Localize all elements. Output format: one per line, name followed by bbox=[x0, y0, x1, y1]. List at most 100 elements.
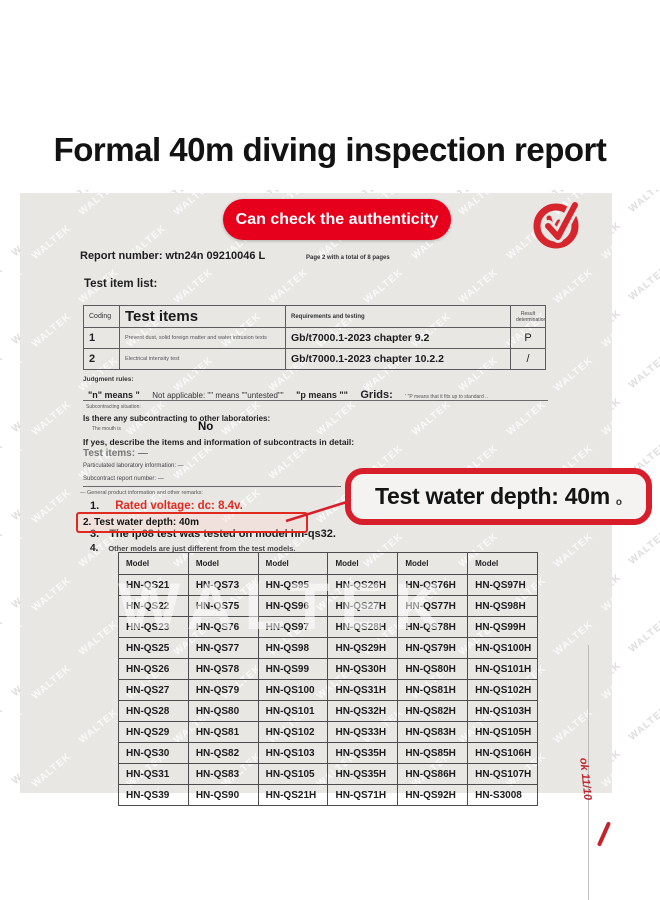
water-depth-callout: Test water depth: 40m o bbox=[345, 468, 652, 525]
watermark-text: WALTEK bbox=[0, 190, 6, 215]
note-water-depth-highlight: 2. Test water depth: 40m bbox=[76, 512, 308, 533]
model-cell: HN-QS92H bbox=[397, 784, 469, 806]
column-header: Test items bbox=[119, 305, 286, 328]
model-cell: HN-QS95 bbox=[257, 574, 329, 596]
watermark-text: WALTEK bbox=[77, 707, 121, 746]
model-column-header: Model bbox=[118, 552, 189, 575]
model-cell: HN-QS73 bbox=[187, 574, 259, 596]
watermark-text: WALTEK bbox=[627, 616, 660, 655]
model-cell: HN-QS106H bbox=[467, 742, 538, 764]
model-cell: HN-QS82H bbox=[397, 700, 469, 722]
watermark-text: WALTEK bbox=[505, 399, 549, 438]
note-text: Other models are just different from the… bbox=[108, 544, 296, 553]
watermark-text: WALTEK bbox=[20, 619, 26, 658]
handwritten-stamp: ok 11/10 bbox=[577, 733, 616, 853]
watermark-text: WALTEK bbox=[0, 352, 6, 391]
column-header: Coding bbox=[83, 305, 120, 328]
model-cell: HN-QS100H bbox=[467, 637, 538, 659]
subcontract-report-number: Subcontract report number: — bbox=[83, 476, 164, 482]
page-info: Page 2 with a total of 8 pages bbox=[306, 255, 390, 261]
model-table-row: HN-QS21 HN-QS73 HN-QS95 HN-QS26H HN-QS76H HN-… bbox=[118, 574, 538, 596]
model-column-header: Model bbox=[397, 552, 469, 575]
watermark-text: WALTEK bbox=[172, 267, 216, 306]
authenticity-badge[interactable]: Can check the authenticity bbox=[223, 199, 451, 240]
model-cell: HN-QS27 bbox=[118, 679, 189, 701]
test-items-table: Coding Test items Requirements and testi… bbox=[83, 305, 546, 370]
rule-segment: "p means "" bbox=[296, 390, 348, 400]
watermark-text: WALTEK bbox=[627, 352, 660, 391]
frame-line bbox=[588, 645, 589, 900]
model-cell: HN-S3008 bbox=[467, 784, 538, 806]
model-cell: HN-QS98 bbox=[257, 637, 329, 659]
watermark-text: WALTEK bbox=[362, 267, 406, 306]
model-cell: HN-QS77H bbox=[397, 595, 469, 617]
model-cell: HN-QS105H bbox=[467, 721, 538, 743]
watermark-text: WALTEK bbox=[627, 792, 660, 794]
note-number: 4. bbox=[90, 543, 99, 554]
subcontract-question: Is there any subcontracting to other lab… bbox=[83, 414, 271, 423]
divider bbox=[83, 486, 341, 487]
model-cell: HN-QS101 bbox=[257, 700, 329, 722]
model-table-row: HN-QS28 HN-QS80 HN-QS101 HN-QS32H HN-QS82H HN… bbox=[118, 700, 538, 722]
divider bbox=[83, 400, 548, 401]
note-number: 2. bbox=[83, 517, 92, 528]
model-cell: HN-QS78H bbox=[397, 616, 469, 638]
model-table-row: HN-QS29 HN-QS81 HN-QS102 HN-QS33H HN-QS83H HN… bbox=[118, 721, 538, 743]
stamp-slash bbox=[596, 821, 612, 847]
callout-text: Test water depth: 40m bbox=[375, 483, 610, 509]
report-number: Report number: wtn24n 09210046 L bbox=[80, 250, 266, 262]
judgment-rules-line: "n" means " Not applicable: "" means ""u… bbox=[88, 385, 568, 403]
model-table-row: HN-QS39 HN-QS90 HN-QS21H HN-QS71H HN-QS92H HN… bbox=[118, 784, 538, 806]
model-cell: HN-QS31H bbox=[327, 679, 399, 701]
note-rated-voltage: 1. Rated voltage: dc: 8.4v. bbox=[90, 500, 243, 512]
model-table-row: HN-QS31 HN-QS83 HN-QS105 HN-QS35H HN-QS86H HN… bbox=[118, 763, 538, 785]
model-cell: HN-QS98H bbox=[467, 595, 538, 617]
stamp-text: ok 11/10 bbox=[577, 757, 594, 801]
watermark-text: WALTEK bbox=[600, 575, 612, 614]
note-text: Rated voltage: dc: 8.4v. bbox=[115, 500, 243, 512]
watermark-text: WALTEK bbox=[20, 355, 26, 394]
watermark-text: WALTEK bbox=[30, 311, 74, 350]
model-cell: HN-QS85H bbox=[397, 742, 469, 764]
watermark-text: WALTEK bbox=[627, 528, 660, 567]
watermark-text: WALTEK bbox=[600, 399, 612, 438]
page-title: Formal 40m diving inspection report bbox=[53, 131, 607, 168]
watermark-text: WALTEK bbox=[0, 528, 6, 567]
model-cell: HN-QS25 bbox=[118, 637, 189, 659]
test-table-header-row: Coding Test items Requirements and testi… bbox=[83, 305, 546, 328]
model-cell: HN-QS35H bbox=[327, 742, 399, 764]
watermark-text: WALTEK bbox=[315, 399, 359, 438]
model-cell: HN-QS103H bbox=[467, 700, 538, 722]
mouth-label: The mouth is bbox=[92, 426, 121, 432]
model-table-row: HN-QS27 HN-QS79 HN-QS100 HN-QS31H HN-QS81H HN… bbox=[118, 679, 538, 701]
watermark-text: WALTEK bbox=[0, 616, 6, 655]
model-cell: HN-QS30H bbox=[327, 658, 399, 680]
model-cell: HN-QS31 bbox=[118, 763, 189, 785]
watermark-text: WALTEK bbox=[20, 707, 26, 746]
model-cell: HN-QS75 bbox=[187, 595, 259, 617]
note-text: Test water depth: 40m bbox=[94, 517, 199, 528]
model-cell: HN-QS30 bbox=[118, 742, 189, 764]
watermark-text: WALTEK bbox=[77, 193, 121, 218]
watermark-text: WALTEK bbox=[267, 267, 311, 306]
watermark-text: WALTEK bbox=[77, 619, 121, 658]
model-cell: HN-QS76H bbox=[397, 574, 469, 596]
callout-suffix: o bbox=[615, 497, 622, 508]
model-cell: HN-QS96 bbox=[257, 595, 329, 617]
watermark-text: WALTEK bbox=[0, 440, 6, 479]
model-cell: HN-QS78 bbox=[187, 658, 259, 680]
test-table-cell: Electrical intensity test bbox=[119, 348, 286, 370]
test-table-cell: Prevent dust, solid foreign matter and w… bbox=[119, 327, 286, 349]
rule-segment: Grids: bbox=[360, 389, 393, 401]
model-cell: HN-QS101H bbox=[467, 658, 538, 680]
model-table-row: HN-QS26 HN-QS78 HN-QS99 HN-QS30H HN-QS80H HN-… bbox=[118, 658, 538, 680]
watermark-text: WALTEK bbox=[20, 531, 26, 570]
subcontract-lab-info: Particulated laboratory information: — bbox=[83, 463, 184, 469]
watermark-text: WALTEK bbox=[20, 443, 26, 482]
model-cell: HN-QS79 bbox=[187, 679, 259, 701]
model-column-header: Model bbox=[467, 552, 538, 575]
watermark-text: WALTEK bbox=[172, 193, 216, 218]
test-table-cell: / bbox=[510, 348, 546, 370]
subcontract-note: Subcontracting situation: bbox=[86, 404, 141, 410]
watermark-text: WALTEK bbox=[600, 311, 612, 350]
